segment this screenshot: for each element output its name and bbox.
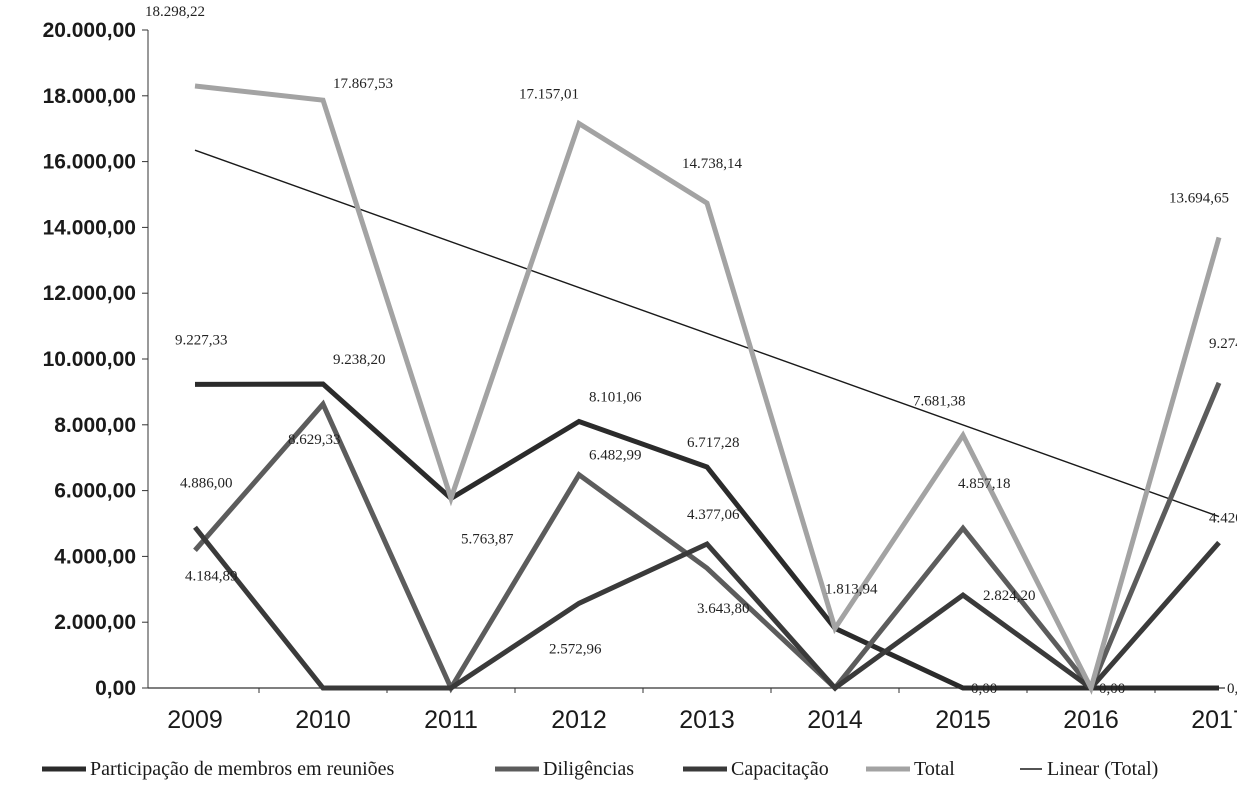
y-tick-label: 16.000,00 [43,151,136,174]
y-tick-label: 2.000,00 [54,611,136,634]
data-label: 0,00 [971,681,997,697]
x-tick-label: 2016 [1063,706,1119,734]
data-label: 8.101,06 [589,389,642,405]
x-axis: 2009 2010 2011 2012 2013 2014 2015 2016 2017 [148,687,1237,734]
x-tick-label: 2009 [167,706,223,734]
x-tick-label: 2013 [679,706,735,734]
legend: Participação de membros em reuniões Dilig… [42,758,1158,780]
data-label: 8.629,33 [288,432,341,448]
data-label: 17.867,53 [333,76,393,92]
legend-label-total: Total [914,758,955,780]
data-label: 9.274,60 [1209,336,1237,352]
data-label: 7.681,38 [913,393,966,409]
data-label: 4.184,89 [185,568,238,584]
x-tick-label: 2015 [935,706,991,734]
data-label: 4.886,00 [180,475,233,491]
legend-label-trendline: Linear (Total) [1047,758,1158,780]
legend-label-capacitacao: Capacitação [731,758,829,780]
data-label: 1.813,94 [825,581,878,597]
y-tick-label: 20.000,00 [43,19,136,42]
x-tick-label: 2012 [551,706,607,734]
data-labels: 9.227,33 9.238,20 5.763,87 8.101,06 6.717,28… [145,4,1237,697]
data-label: 9.227,33 [175,332,228,348]
data-label: 14.738,14 [682,156,743,172]
series-lines [193,83,1222,695]
x-tick-label: 2010 [295,706,351,734]
data-label: 2.824,20 [983,588,1036,604]
data-label: 2.572,96 [549,641,602,657]
legend-label-diligencias: Diligências [543,758,634,780]
trendline-total [194,149,1220,518]
legend-label-participacao-de-membros-em-reunioes: Participação de membros em reuniões [90,758,395,780]
y-tick-label: 12.000,00 [43,282,136,305]
y-tick-label: 0,00 [95,677,136,700]
series-line-total [194,83,1222,695]
data-label: 6.717,28 [687,435,740,451]
data-label: 0,00 [1099,681,1125,697]
trendline [194,149,1220,518]
y-tick-label: 18.000,00 [43,85,136,108]
data-label: 17.157,01 [519,87,579,103]
data-label: 4.420,05 [1209,511,1237,527]
data-label: 4.857,18 [958,476,1011,492]
data-label: 0,00 [1227,681,1237,697]
y-tick-label: 10.000,00 [43,348,136,371]
x-tick-label: 2017 [1191,706,1237,734]
x-tick-label: 2011 [424,706,478,734]
data-label: 4.377,06 [687,507,740,523]
data-label: 6.482,99 [589,448,642,464]
y-tick-label: 14.000,00 [43,216,136,239]
data-label: 5.763,87 [461,531,514,547]
y-axis: 0,00 2.000,00 4.000,00 6.000,00 8.000,00 10.0… [43,19,149,700]
y-tick-label: 8.000,00 [54,414,136,437]
data-label: 9.238,20 [333,352,386,368]
data-label: 18.298,22 [145,4,205,20]
y-tick-label: 6.000,00 [54,480,136,503]
y-tick-label: 4.000,00 [54,545,136,568]
x-tick-label: 2014 [807,706,863,734]
data-label: 3.643,80 [697,601,750,617]
data-label: 13.694,65 [1169,190,1229,206]
